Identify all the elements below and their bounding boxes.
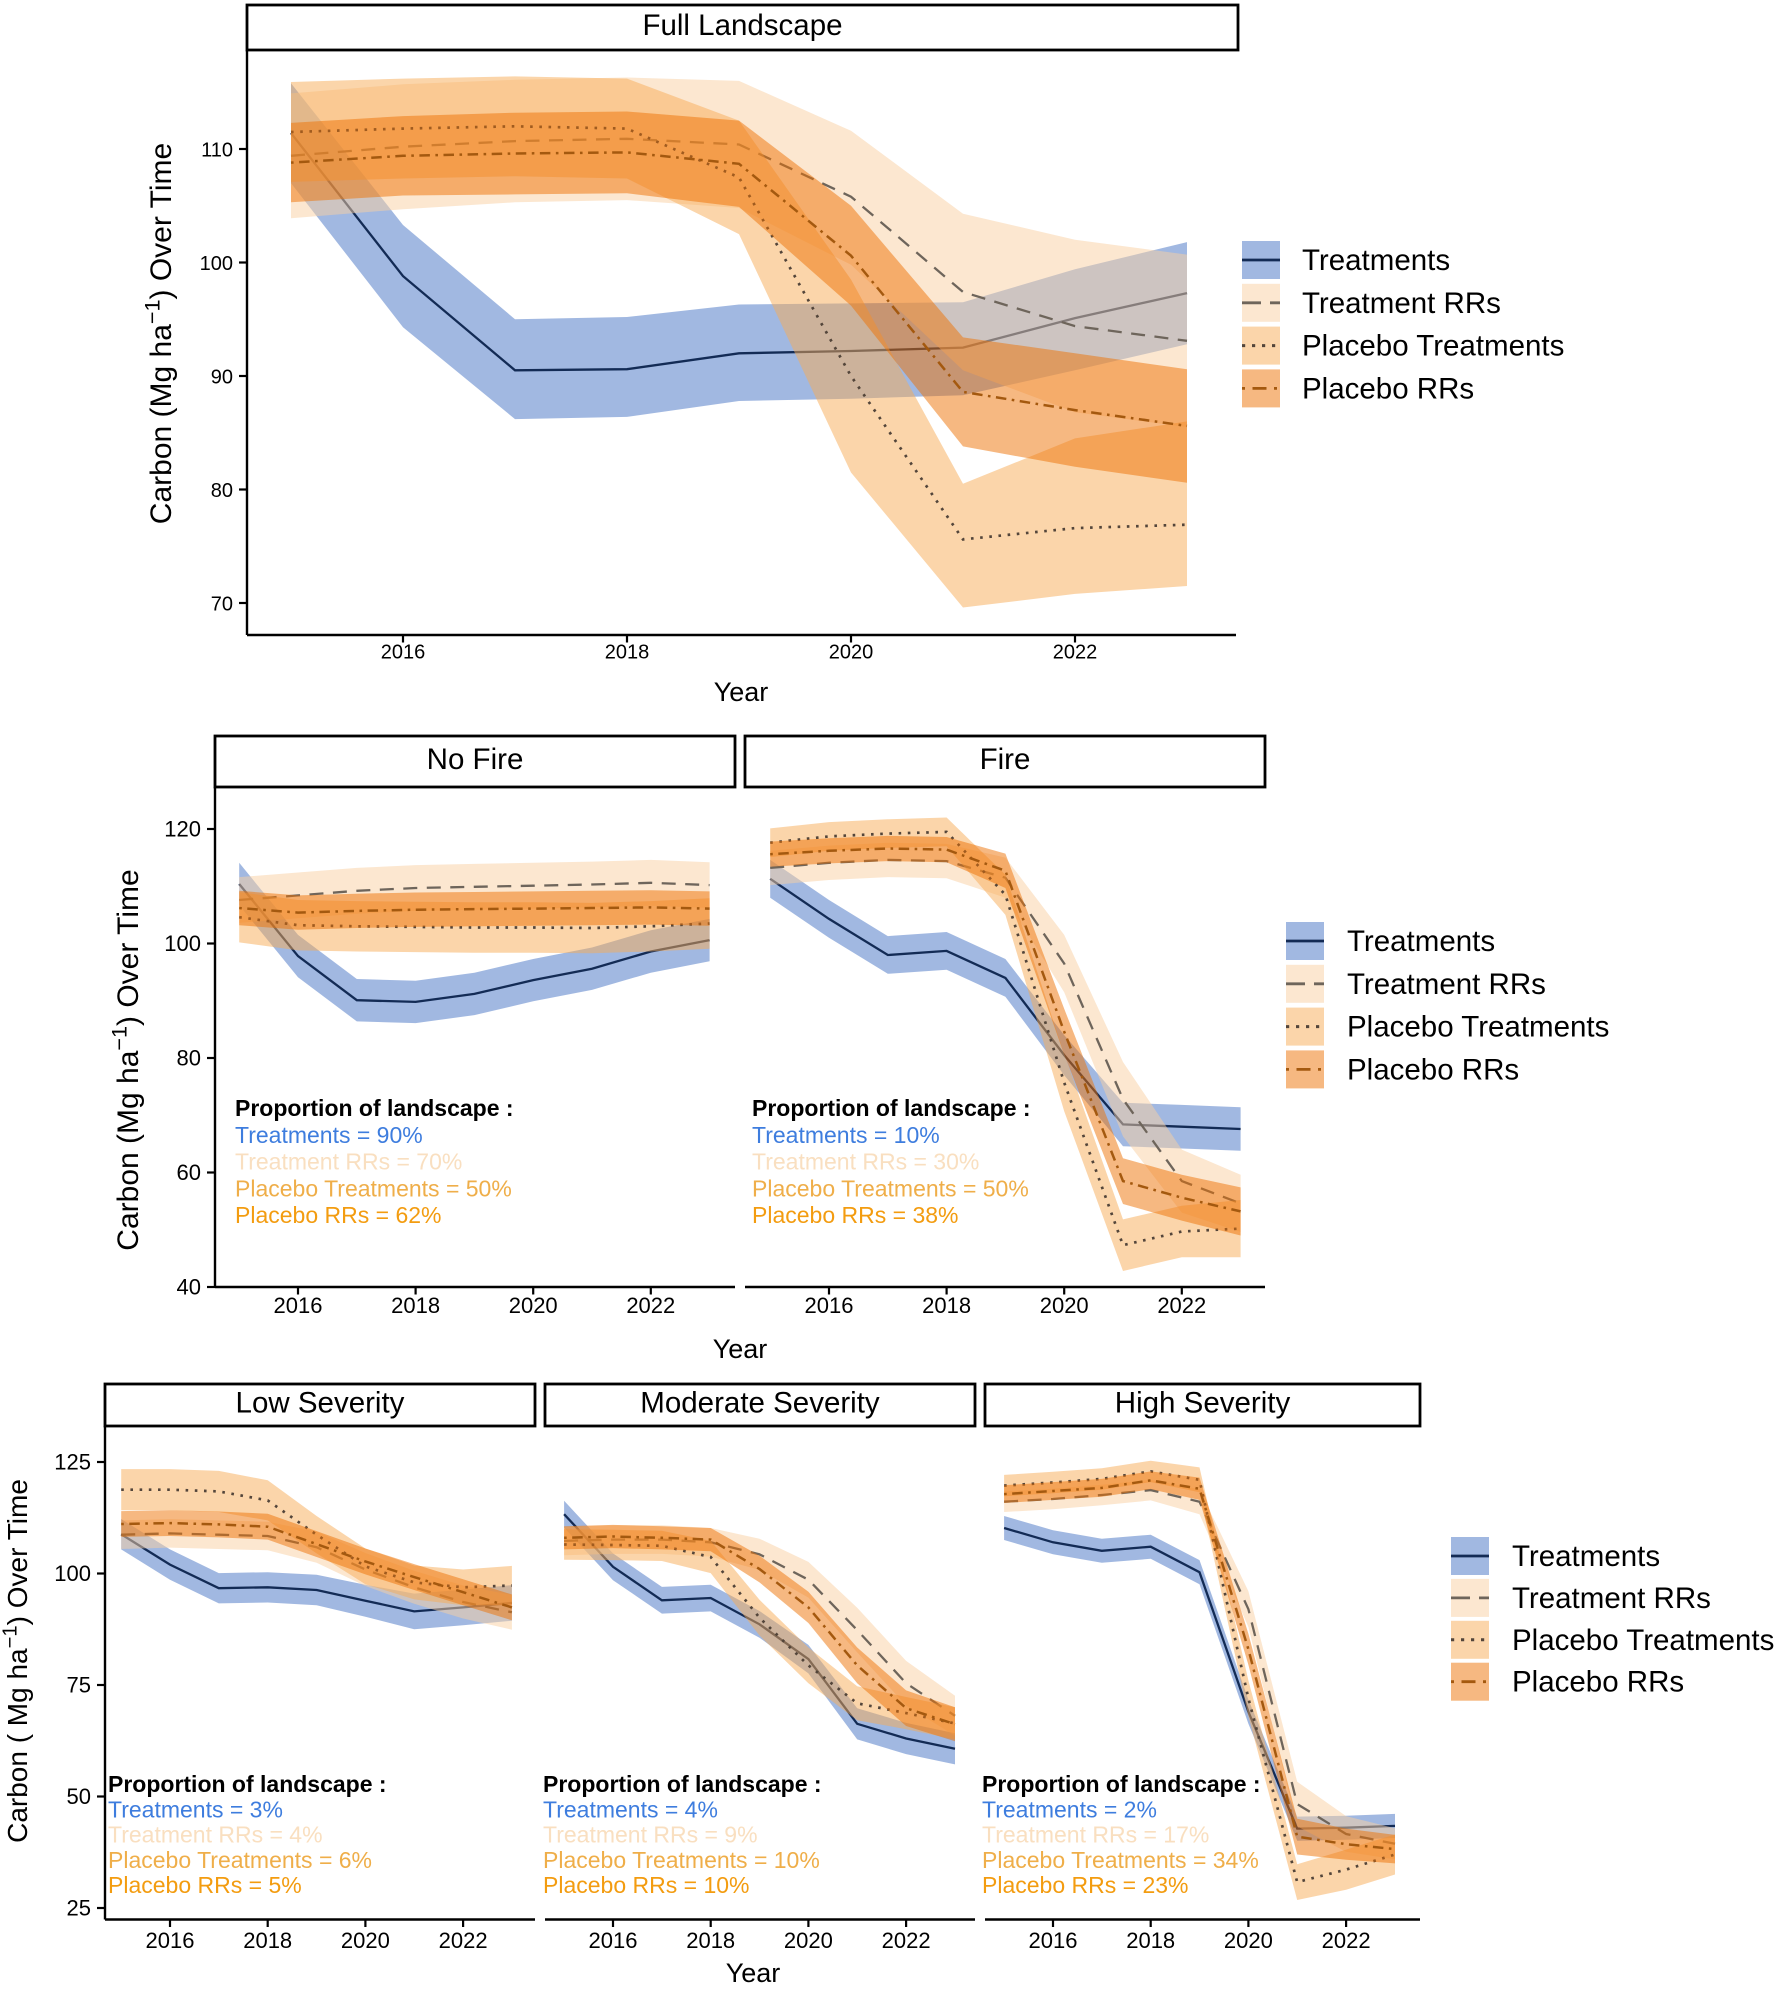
svg-text:Treatment RRs: Treatment RRs bbox=[1347, 968, 1546, 1001]
svg-text:Placebo RRs = 5%: Placebo RRs = 5% bbox=[108, 1872, 302, 1898]
svg-text:Treatment RRs = 9%: Treatment RRs = 9% bbox=[543, 1822, 758, 1848]
svg-text:Full Landscape: Full Landscape bbox=[642, 9, 842, 42]
svg-text:Treatment RRs: Treatment RRs bbox=[1302, 287, 1501, 320]
svg-text:Proportion of landscape :: Proportion of landscape : bbox=[235, 1095, 514, 1121]
svg-text:Carbon ( Mg ha−1) Over Time: Carbon ( Mg ha−1) Over Time bbox=[0, 1479, 33, 1843]
svg-text:Placebo Treatments = 34%: Placebo Treatments = 34% bbox=[982, 1847, 1259, 1873]
svg-text:Treatments: Treatments bbox=[1512, 1540, 1660, 1573]
svg-text:Placebo Treatments = 50%: Placebo Treatments = 50% bbox=[235, 1175, 512, 1201]
svg-text:2016: 2016 bbox=[589, 1928, 638, 1953]
svg-text:Carbon (Mg ha−1) Over Time: Carbon (Mg ha−1) Over Time bbox=[107, 869, 145, 1250]
svg-text:Moderate Severity: Moderate Severity bbox=[640, 1387, 880, 1420]
svg-text:Proportion of landscape :: Proportion of landscape : bbox=[982, 1771, 1261, 1797]
svg-text:Treatment RRs = 4%: Treatment RRs = 4% bbox=[108, 1822, 323, 1848]
svg-text:Treatments: Treatments bbox=[1302, 244, 1450, 277]
svg-text:Placebo RRs: Placebo RRs bbox=[1512, 1666, 1684, 1699]
svg-text:Placebo Treatments: Placebo Treatments bbox=[1347, 1011, 1609, 1044]
svg-text:Placebo Treatments: Placebo Treatments bbox=[1512, 1624, 1774, 1657]
svg-text:No Fire: No Fire bbox=[427, 743, 524, 776]
svg-text:2022: 2022 bbox=[882, 1928, 931, 1953]
svg-text:Treatments = 3%: Treatments = 3% bbox=[108, 1796, 283, 1822]
svg-text:High Severity: High Severity bbox=[1115, 1387, 1291, 1420]
svg-text:Placebo RRs = 10%: Placebo RRs = 10% bbox=[543, 1872, 749, 1898]
svg-text:Treatments = 90%: Treatments = 90% bbox=[235, 1122, 423, 1148]
svg-text:Placebo Treatments = 50%: Placebo Treatments = 50% bbox=[752, 1175, 1029, 1201]
svg-text:Proportion of landscape :: Proportion of landscape : bbox=[752, 1095, 1031, 1121]
svg-text:Treatments = 2%: Treatments = 2% bbox=[982, 1796, 1157, 1822]
svg-text:2018: 2018 bbox=[922, 1293, 971, 1318]
svg-text:100: 100 bbox=[164, 931, 201, 956]
svg-text:2016: 2016 bbox=[274, 1293, 323, 1318]
svg-text:Year: Year bbox=[726, 1958, 781, 1988]
svg-text:110: 110 bbox=[201, 140, 233, 162]
svg-text:2022: 2022 bbox=[1053, 642, 1098, 664]
svg-text:2022: 2022 bbox=[1322, 1928, 1371, 1953]
svg-text:2020: 2020 bbox=[829, 642, 874, 664]
svg-text:Carbon (Mg ha−1) Over Time: Carbon (Mg ha−1) Over Time bbox=[140, 143, 178, 524]
svg-text:Treatment RRs: Treatment RRs bbox=[1512, 1582, 1711, 1615]
svg-text:Proportion of landscape :: Proportion of landscape : bbox=[108, 1771, 387, 1797]
svg-text:2016: 2016 bbox=[381, 642, 426, 664]
svg-text:Placebo RRs: Placebo RRs bbox=[1302, 372, 1474, 405]
svg-text:2018: 2018 bbox=[605, 642, 650, 664]
svg-text:Placebo RRs = 23%: Placebo RRs = 23% bbox=[982, 1872, 1188, 1898]
svg-text:Year: Year bbox=[714, 677, 769, 707]
svg-text:2018: 2018 bbox=[1126, 1928, 1175, 1953]
svg-text:2018: 2018 bbox=[243, 1928, 292, 1953]
svg-text:Placebo Treatments = 10%: Placebo Treatments = 10% bbox=[543, 1847, 820, 1873]
svg-text:2022: 2022 bbox=[1157, 1293, 1206, 1318]
svg-text:Low Severity: Low Severity bbox=[236, 1387, 405, 1420]
svg-text:Treatment RRs = 17%: Treatment RRs = 17% bbox=[982, 1822, 1209, 1848]
svg-text:Placebo RRs = 38%: Placebo RRs = 38% bbox=[752, 1202, 958, 1228]
svg-text:Placebo Treatments: Placebo Treatments bbox=[1302, 330, 1564, 363]
svg-text:50: 50 bbox=[67, 1784, 91, 1809]
svg-text:2018: 2018 bbox=[686, 1928, 735, 1953]
svg-text:60: 60 bbox=[177, 1160, 201, 1185]
svg-text:125: 125 bbox=[54, 1450, 91, 1475]
svg-text:100: 100 bbox=[54, 1561, 91, 1586]
svg-text:90: 90 bbox=[211, 367, 233, 389]
svg-text:80: 80 bbox=[211, 480, 233, 502]
svg-text:Treatment RRs = 70%: Treatment RRs = 70% bbox=[235, 1149, 462, 1175]
svg-text:Proportion of landscape :: Proportion of landscape : bbox=[543, 1771, 822, 1797]
svg-text:Placebo Treatments = 6%: Placebo Treatments = 6% bbox=[108, 1847, 372, 1873]
svg-text:2020: 2020 bbox=[1040, 1293, 1089, 1318]
svg-text:120: 120 bbox=[164, 817, 201, 842]
svg-text:25: 25 bbox=[67, 1896, 91, 1921]
svg-text:80: 80 bbox=[177, 1046, 201, 1071]
svg-text:2022: 2022 bbox=[626, 1293, 675, 1318]
svg-text:2018: 2018 bbox=[391, 1293, 440, 1318]
svg-text:2020: 2020 bbox=[784, 1928, 833, 1953]
svg-text:Fire: Fire bbox=[980, 743, 1031, 776]
svg-text:2020: 2020 bbox=[509, 1293, 558, 1318]
svg-text:75: 75 bbox=[67, 1673, 91, 1698]
svg-text:2020: 2020 bbox=[1224, 1928, 1273, 1953]
svg-text:2022: 2022 bbox=[439, 1928, 488, 1953]
svg-text:2016: 2016 bbox=[146, 1928, 195, 1953]
svg-text:2016: 2016 bbox=[1029, 1928, 1078, 1953]
svg-text:Treatments = 10%: Treatments = 10% bbox=[752, 1122, 940, 1148]
svg-text:100: 100 bbox=[200, 253, 233, 275]
svg-text:70: 70 bbox=[211, 594, 233, 616]
svg-text:Year: Year bbox=[713, 1334, 768, 1364]
svg-text:2016: 2016 bbox=[805, 1293, 854, 1318]
svg-text:Treatments = 4%: Treatments = 4% bbox=[543, 1796, 718, 1822]
svg-text:Treatments: Treatments bbox=[1347, 925, 1495, 958]
svg-text:Placebo RRs: Placebo RRs bbox=[1347, 1053, 1519, 1086]
svg-text:Placebo RRs = 62%: Placebo RRs = 62% bbox=[235, 1202, 441, 1228]
svg-text:40: 40 bbox=[177, 1275, 201, 1300]
svg-text:Treatment RRs = 30%: Treatment RRs = 30% bbox=[752, 1149, 979, 1175]
svg-text:2020: 2020 bbox=[341, 1928, 390, 1953]
